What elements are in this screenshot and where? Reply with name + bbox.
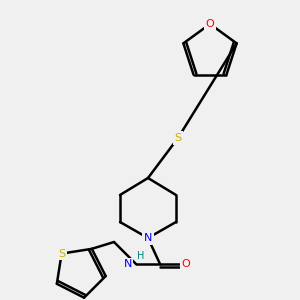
Text: H: H <box>137 251 145 261</box>
Text: S: S <box>58 249 65 259</box>
Text: S: S <box>174 133 182 143</box>
Text: O: O <box>206 19 214 29</box>
Text: N: N <box>124 259 132 269</box>
Text: N: N <box>144 233 152 243</box>
Text: O: O <box>182 259 190 269</box>
